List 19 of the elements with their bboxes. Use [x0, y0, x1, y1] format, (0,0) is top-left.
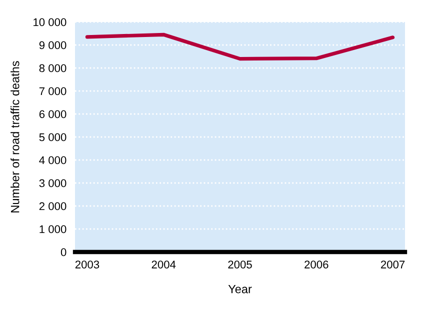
- y-tick-label: 10 000: [34, 18, 66, 26]
- y-tick-label: 6 000: [39, 110, 66, 118]
- y-tick-label: 9 000: [39, 41, 66, 50]
- y-tick-label: 2 000: [39, 202, 66, 210]
- y-tick-label: 0: [60, 248, 66, 256]
- y-tick-label: 5 000: [39, 133, 66, 142]
- y-tick-label: 8 000: [39, 64, 66, 72]
- y-axis-title: Number of road traffic deaths: [10, 61, 20, 212]
- x-axis-title: Year: [228, 285, 252, 294]
- y-tick-label: 1 000: [40, 225, 66, 234]
- y-tick-label: 4 000: [39, 156, 66, 164]
- y-tick-label: 7 000: [39, 87, 66, 96]
- y-tick-label: 3 000: [39, 179, 66, 188]
- line-series: [85, 32, 395, 61]
- x-tick-label: 2007: [380, 260, 405, 268]
- x-tick-label: 2003: [75, 260, 100, 268]
- x-tick-label: 2004: [152, 260, 176, 268]
- x-tick-label: 2005: [228, 260, 252, 268]
- x-tick-label: 2006: [304, 260, 328, 268]
